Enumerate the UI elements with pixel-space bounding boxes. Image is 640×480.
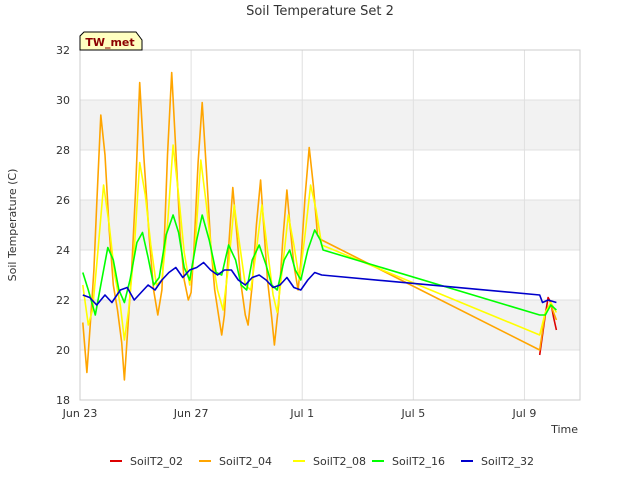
y-tick-label: 28: [56, 144, 70, 157]
y-tick-label: 24: [56, 244, 70, 257]
legend-label: SoilT2_08: [313, 455, 366, 468]
grid-bands: [80, 100, 580, 350]
y-tick-label: 18: [56, 394, 70, 407]
y-tick-label: 22: [56, 294, 70, 307]
series-lines: [82, 71, 558, 381]
legend-item-soilt2-32: SoilT2_32: [461, 455, 534, 468]
station-badge: TW_met: [79, 31, 143, 51]
x-tick-label: Jul 9: [512, 407, 537, 420]
x-tick-label: Jul 1: [289, 407, 314, 420]
y-tick-labels: 18 20 22 24 26 28 30 32: [56, 44, 70, 407]
grid-band: [80, 300, 580, 350]
y-tick-label: 20: [56, 344, 70, 357]
plot-frame: [79, 49, 581, 401]
legend-label: SoilT2_02: [130, 455, 183, 468]
y-tick-label: 32: [56, 44, 70, 57]
legend-item-soilt2-08: SoilT2_08: [293, 455, 366, 468]
legend-label: SoilT2_16: [392, 455, 445, 468]
legend: SoilT2_02 SoilT2_04 SoilT2_08 SoilT2_16 Soil…: [110, 455, 534, 468]
legend-item-soilt2-04: SoilT2_04: [199, 455, 272, 468]
series-line-soilt2-16: [82, 214, 557, 316]
y-tick-label: 26: [56, 194, 70, 207]
chart-title: Soil Temperature Set 2: [246, 4, 394, 19]
y-axis-label: Soil Temperature (C): [6, 169, 19, 282]
x-tick-label: Jun 23: [62, 407, 98, 420]
grid-band: [80, 100, 580, 150]
x-axis-label: Time: [550, 423, 578, 436]
station-badge-label: TW_met: [85, 36, 134, 49]
station-badge-box: [79, 31, 143, 51]
y-tick-label: 30: [56, 94, 70, 107]
x-tick-labels: Jun 23 Jun 27 Jul 1 Jul 5 Jul 9: [62, 407, 537, 420]
x-tick-label: Jun 27: [173, 407, 209, 420]
series-line-soilt2-32: [82, 261, 557, 306]
legend-item-soilt2-16: SoilT2_16: [372, 455, 445, 468]
grid-band: [80, 200, 580, 250]
legend-item-soilt2-02: SoilT2_02: [110, 455, 183, 468]
legend-label: SoilT2_04: [219, 455, 272, 468]
x-tick-label: Jul 5: [400, 407, 425, 420]
legend-label: SoilT2_32: [481, 455, 534, 468]
